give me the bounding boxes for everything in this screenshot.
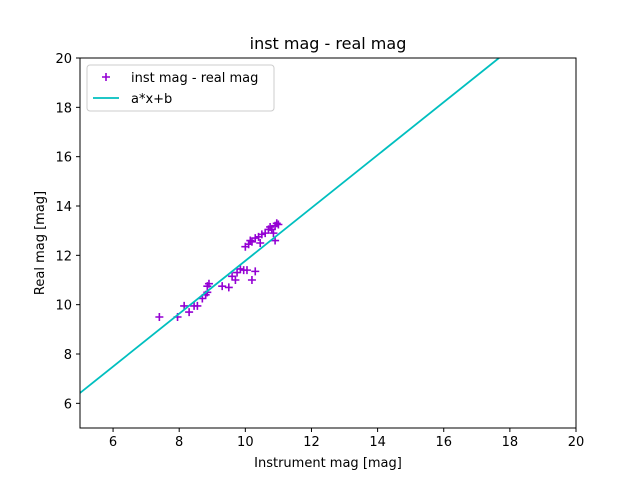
data-point [251, 267, 260, 276]
y-tick-label: 6 [64, 397, 72, 412]
data-point [218, 282, 227, 291]
y-tick-label: 16 [55, 151, 72, 166]
y-tick-label: 8 [64, 348, 72, 363]
chart-title: inst mag - real mag [250, 34, 407, 53]
x-tick-label: 10 [237, 435, 254, 450]
data-point [155, 313, 164, 321]
x-tick-label: 14 [369, 435, 386, 450]
data-point [204, 279, 213, 288]
data-point [256, 239, 265, 247]
data-point [247, 276, 256, 284]
data-point [269, 229, 278, 238]
y-tick-label: 14 [55, 200, 72, 215]
fit-line [80, 58, 500, 394]
x-tick-label: 6 [109, 435, 117, 450]
y-tick-label: 12 [55, 249, 72, 264]
legend-label: a*x+b [131, 92, 172, 107]
legend-box [86, 64, 275, 112]
x-axis-label: Instrument mag [mag] [254, 456, 402, 471]
plot-frame [79, 57, 577, 429]
legend-label: inst mag - real mag [131, 71, 258, 86]
data-point [231, 276, 240, 284]
y-axis-label: Real mag [mag] [33, 191, 48, 295]
data-point [242, 266, 251, 275]
data-point [224, 283, 233, 292]
x-tick-label: 8 [175, 435, 183, 450]
data-point [274, 220, 283, 229]
x-tick-label: 20 [568, 435, 585, 450]
x-tick-label: 12 [303, 435, 320, 450]
data-point [246, 236, 255, 245]
x-tick-label: 16 [435, 435, 452, 450]
legend-marker-swatch [102, 73, 110, 81]
y-tick-label: 18 [55, 101, 72, 116]
x-tick-label: 18 [502, 435, 519, 450]
data-point [185, 308, 194, 317]
data-point [193, 301, 202, 310]
y-tick-label: 10 [55, 299, 72, 314]
legend: inst mag - real mag a*x+b [86, 64, 275, 112]
y-tick-label: 20 [55, 52, 72, 67]
data-point [272, 219, 281, 228]
